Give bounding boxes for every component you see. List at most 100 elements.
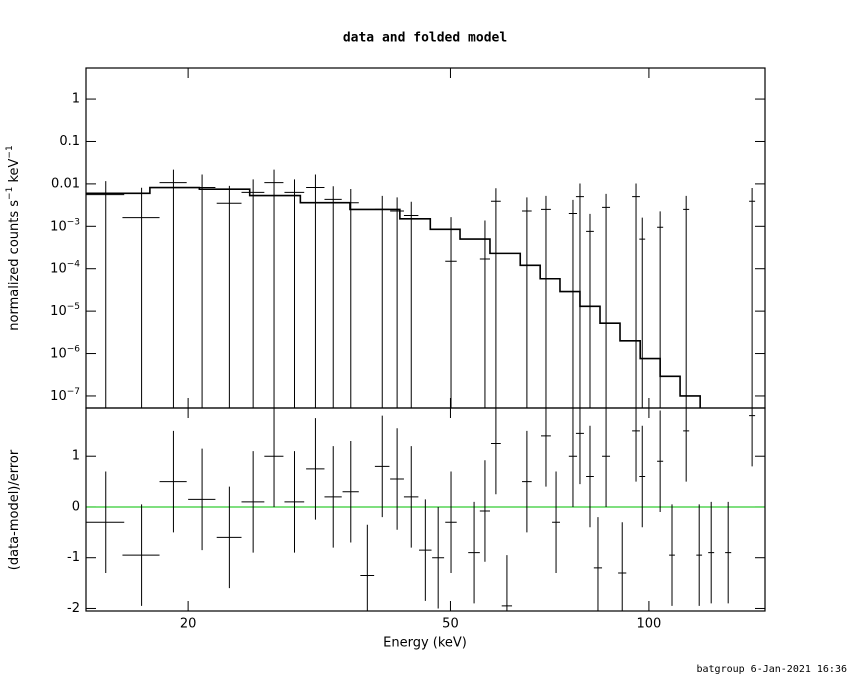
plot-frame [85,407,766,612]
data-point [403,446,419,548]
data-point [618,522,627,611]
y-tick-base: 10 [50,219,67,234]
data-point [575,408,584,485]
y-tick-exponent: −7 [67,386,80,396]
data-point [419,499,432,601]
data-point [342,440,359,543]
data-point [479,220,490,408]
data-point [639,217,646,408]
plot-area [86,408,765,611]
data-point [122,504,160,606]
data-point [586,425,594,528]
data-point [490,188,501,408]
data-point [749,408,756,467]
y-tick-label: -2 [67,601,80,616]
data-point [479,460,490,562]
y-tick-label: 10−7 [50,386,80,403]
y-tick-label: 0.1 [59,134,80,149]
data-point [657,211,664,408]
chart-title: data and folded model [343,31,507,46]
y-tick-exponent: −5 [67,302,80,312]
data-point [490,408,501,495]
data-point [122,187,160,408]
data-point [602,193,611,408]
data-point [602,408,611,507]
y-tick-base: 10 [50,261,67,276]
data-point [264,169,284,408]
y-tick-label: -1 [67,550,80,565]
y-tick-label: 0 [72,499,80,514]
y-axis-label-exponent: −1 [5,145,15,158]
data-point [575,183,584,408]
data-point [696,504,703,606]
y-axis-label: (data-model)/error [7,449,22,570]
y-axis-label-part: normalized counts s [7,200,22,331]
data-point [216,185,242,408]
data-point [632,183,640,408]
data-point [86,471,125,573]
footer: batgroup 6-Jan-2021 16:36 [696,664,847,675]
data-point [159,169,187,408]
data-point [306,174,325,408]
data-point [541,408,551,487]
data-point [241,451,265,553]
x-tick-label: 50 [442,617,459,632]
y-tick-label: 1 [72,92,80,107]
data-point [374,415,390,518]
data-point [541,195,551,408]
data-point [188,174,216,408]
data-point [324,186,342,408]
y-axis-label-exponent: −1 [5,187,15,200]
data-point [403,201,419,408]
data-point [445,217,457,408]
data-point [264,408,284,507]
y-axis-label: normalized counts s−1 keV−1 [5,145,22,330]
data-point [360,524,375,611]
y-tick-label: 10−4 [50,259,80,276]
data-point [683,408,690,482]
data-point [632,408,640,482]
y-tick-base: 10 [50,388,67,403]
data-point [522,430,532,533]
plot-area [86,169,756,408]
data-point [586,213,594,408]
x-tick-label: 100 [636,617,661,632]
y-tick-base: 10 [50,304,67,319]
y-tick-label: 0.01 [51,176,80,191]
y-tick-exponent: −6 [67,344,81,354]
data-point [241,179,265,408]
data-point [683,195,690,408]
model-line [86,186,701,408]
data-point [86,181,125,408]
data-point [432,506,445,609]
data-point [552,471,560,573]
data-point [593,517,603,611]
data-point [749,188,756,408]
y-axis-label-part: (data-model)/error [7,449,22,570]
y-tick-base: 10 [50,346,67,361]
data-point [284,451,305,553]
data-point [669,504,675,606]
data-point [216,486,242,589]
y-axis-label-part: keV [7,158,22,186]
data-point [374,195,390,408]
data-point [445,471,457,573]
data-point [284,179,305,408]
data-point [306,418,325,520]
data-point [342,188,359,408]
y-tick-exponent: −3 [67,217,80,227]
data-point [725,501,732,604]
data-point [324,446,342,548]
data-point [568,408,578,507]
y-tick-exponent: −4 [67,259,81,269]
data-point [188,448,216,551]
data-point [639,425,646,528]
data-point [501,555,513,611]
y-tick-label: 10−3 [50,217,80,234]
y-tick-label: 10−6 [50,344,80,361]
data-point [708,501,715,604]
data-point [568,199,578,408]
y-tick-label: 1 [72,449,80,464]
